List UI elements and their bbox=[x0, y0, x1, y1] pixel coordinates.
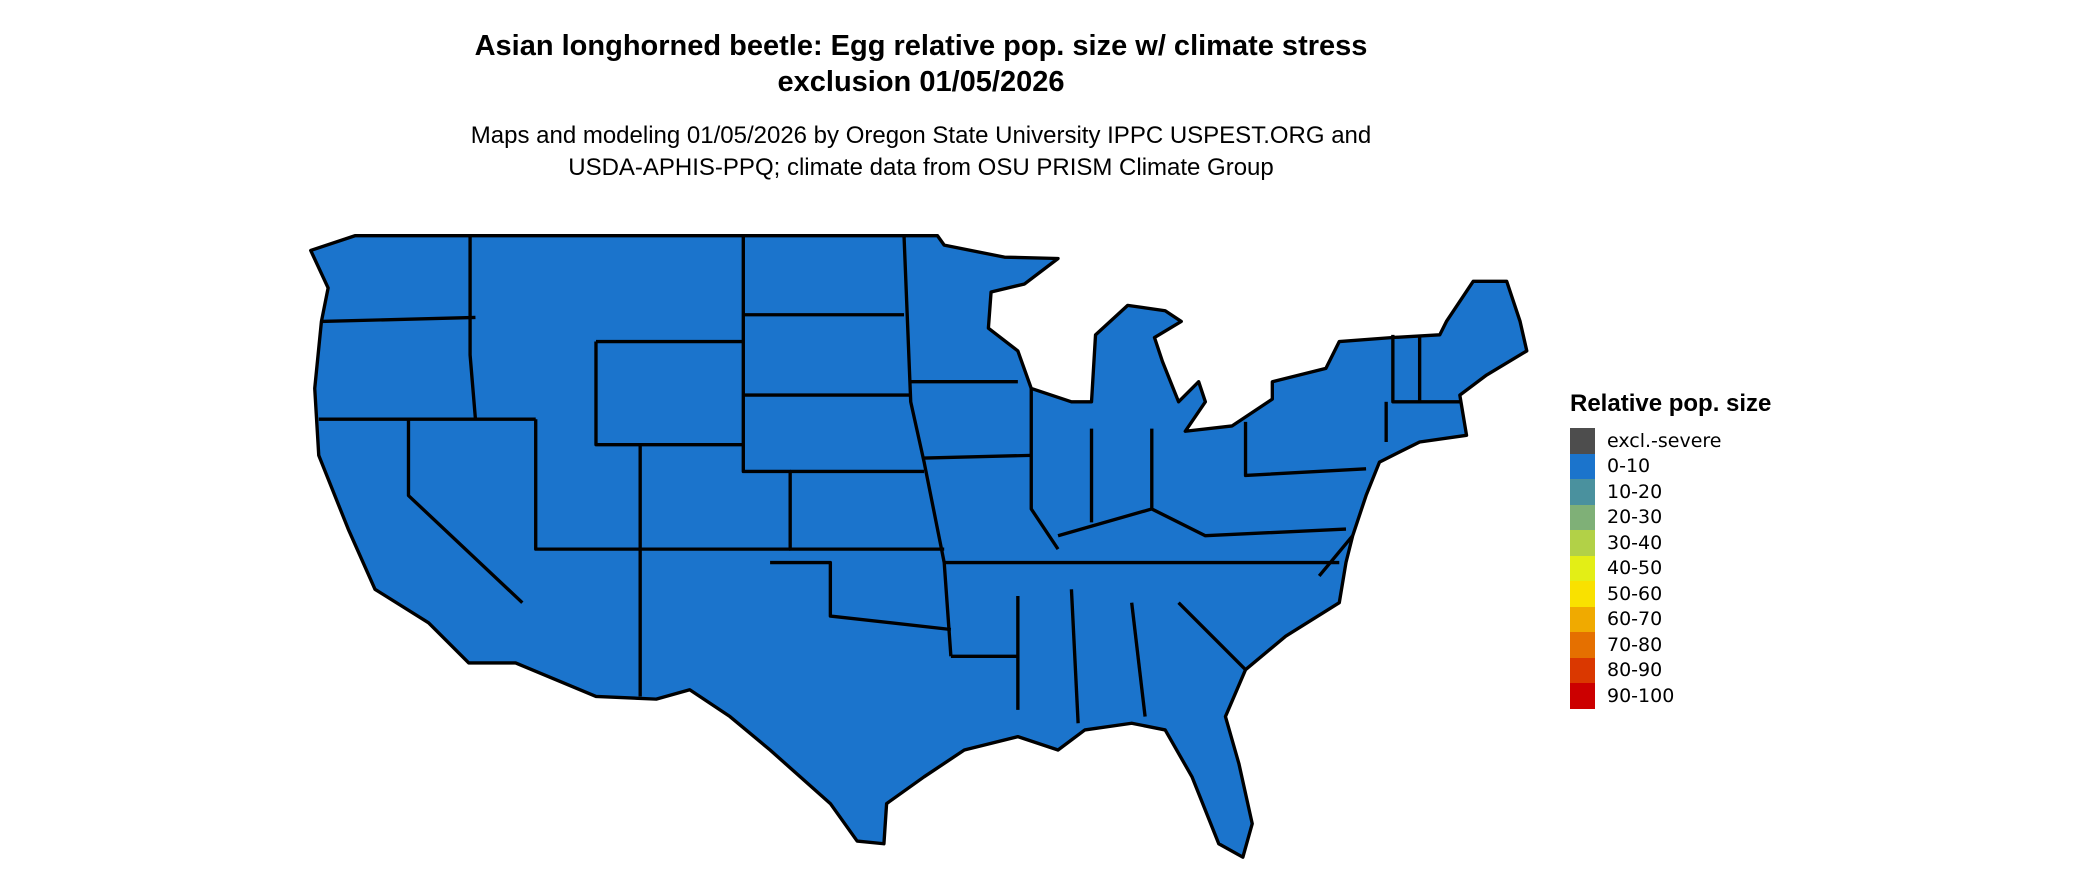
title-line-2: exclusion 01/05/2026 bbox=[777, 66, 1065, 98]
us-outline bbox=[309, 234, 1529, 859]
map-title: Asian longhorned beetle: Egg relative po… bbox=[0, 28, 1842, 100]
legend-item: 80-90 bbox=[1570, 657, 1771, 683]
legend-swatch bbox=[1570, 479, 1595, 505]
legend-title: Relative pop. size bbox=[1570, 390, 1772, 417]
legend-label: 60-70 bbox=[1607, 608, 1663, 631]
legend-swatch bbox=[1570, 530, 1595, 556]
legend-item: 90-100 bbox=[1570, 683, 1771, 709]
state-borders bbox=[318, 235, 1460, 724]
legend-label: 20-30 bbox=[1607, 506, 1663, 529]
legend-item: 50-60 bbox=[1570, 581, 1771, 607]
legend-item: 40-50 bbox=[1570, 555, 1771, 581]
legend-swatch bbox=[1570, 581, 1595, 607]
legend-label: 0-10 bbox=[1607, 455, 1651, 478]
legend-swatch bbox=[1570, 606, 1595, 632]
legend-label: excl.-severe bbox=[1607, 429, 1722, 452]
legend-label: 50-60 bbox=[1607, 582, 1663, 605]
legend-label: 90-100 bbox=[1607, 684, 1675, 707]
subtitle-line-1: Maps and modeling 01/05/2026 by Oregon S… bbox=[470, 122, 1372, 149]
legend-item: excl.-severe bbox=[1570, 428, 1771, 454]
legend-swatch bbox=[1570, 555, 1595, 581]
subtitle-line-2: USDA-APHIS-PPQ; climate data from OSU PR… bbox=[568, 154, 1274, 181]
legend-item: 10-20 bbox=[1570, 479, 1771, 505]
legend-item: 60-70 bbox=[1570, 606, 1771, 632]
legend-label: 40-50 bbox=[1607, 557, 1663, 580]
legend-label: 30-40 bbox=[1607, 531, 1663, 554]
legend-item: 0-10 bbox=[1570, 453, 1771, 479]
title-line-1: Asian longhorned beetle: Egg relative po… bbox=[474, 30, 1368, 62]
map-subtitle: Maps and modeling 01/05/2026 by Oregon S… bbox=[0, 120, 1842, 184]
legend-swatch bbox=[1570, 657, 1595, 683]
legend-swatch bbox=[1570, 428, 1595, 454]
legend-item: 30-40 bbox=[1570, 530, 1771, 556]
legend-label: 70-80 bbox=[1607, 633, 1663, 656]
legend-item: 70-80 bbox=[1570, 632, 1771, 658]
legend-label: 80-90 bbox=[1607, 659, 1663, 682]
legend-swatch bbox=[1570, 632, 1595, 658]
legend-swatch bbox=[1570, 683, 1595, 709]
legend-item: 20-30 bbox=[1570, 504, 1771, 530]
legend-label: 10-20 bbox=[1607, 480, 1663, 503]
legend-items: excl.-severe 0-10 10-20 20-30 30-40 40-50 50-6… bbox=[1570, 428, 1771, 709]
legend-swatch bbox=[1570, 453, 1595, 479]
legend: Relative pop. size excl.-severe 0-10 10-20… bbox=[1570, 390, 1771, 709]
legend-swatch bbox=[1570, 504, 1595, 530]
